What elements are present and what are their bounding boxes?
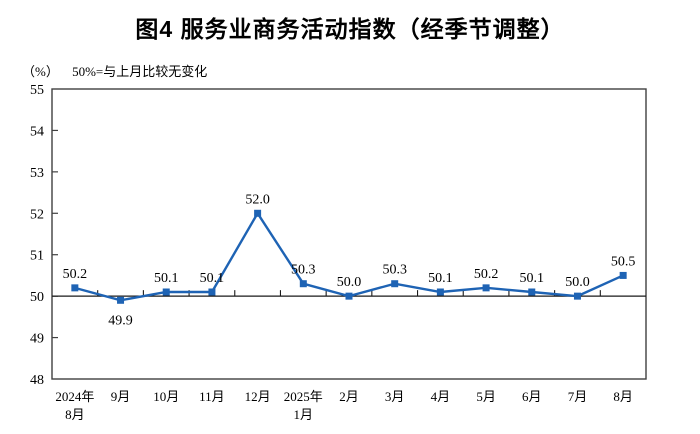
data-point-label: 50.3 <box>291 263 316 278</box>
data-point-marker <box>71 284 79 292</box>
y-tick-label: 54 <box>30 124 44 139</box>
data-point-label: 50.2 <box>474 267 499 282</box>
y-tick-label: 52 <box>30 207 44 222</box>
data-point-label: 50.1 <box>520 271 545 286</box>
data-point-label: 49.9 <box>108 313 133 328</box>
x-category-label: 4月 <box>431 389 451 404</box>
x-category-label: 2月 <box>339 389 359 404</box>
x-category-label: 12月 <box>245 389 271 404</box>
x-category-label: 8月 <box>613 389 633 404</box>
x-category-label: 6月 <box>522 389 542 404</box>
data-point-label: 50.3 <box>382 263 407 278</box>
data-point-marker <box>436 288 444 296</box>
y-tick-label: 48 <box>30 373 44 388</box>
data-point-label: 50.1 <box>154 271 179 286</box>
data-labels: 50.2 49.9 50.1 50.1 52.0 50.3 50.0 50.3 50.1 50.2… <box>63 192 636 328</box>
y-axis-unit-label: （%） <box>22 64 59 79</box>
chart-subtitle-row: （%） 50%=与上月比较无变化 <box>22 61 207 80</box>
y-tick-label: 55 <box>30 83 44 98</box>
data-point-label: 52.0 <box>245 192 270 207</box>
series-markers <box>71 209 627 304</box>
x-category-label: 3月 <box>385 389 405 404</box>
y-tick-label: 50 <box>30 290 44 305</box>
data-point-marker <box>208 288 216 296</box>
x-category-label: 2024年 <box>55 389 94 404</box>
data-point-marker <box>299 280 307 288</box>
data-point-label: 50.1 <box>428 271 453 286</box>
x-category-label: 8月 <box>65 407 85 422</box>
x-category-label: 9月 <box>111 389 131 404</box>
data-point-marker <box>482 284 490 292</box>
data-point-marker <box>528 288 536 296</box>
x-category-label: 2025年 <box>284 389 323 404</box>
chart-title: 图4 服务业商务活动指数（经季节调整） <box>135 16 565 42</box>
data-point-label: 50.1 <box>200 271 225 286</box>
y-tick-label: 51 <box>30 249 44 264</box>
x-category-label: 11月 <box>199 389 225 404</box>
x-category-label: 5月 <box>476 389 496 404</box>
y-tick-label: 53 <box>30 166 44 181</box>
data-point-marker <box>573 292 581 300</box>
data-point-marker <box>345 292 353 300</box>
x-category-label: 1月 <box>294 407 314 422</box>
plot-border <box>51 88 647 380</box>
y-axis: 48 49 50 51 52 53 54 55 <box>30 83 58 388</box>
x-category-label: 10月 <box>153 389 179 404</box>
data-point-label: 50.2 <box>63 267 88 282</box>
baseline-note: 50%=与上月比较无变化 <box>72 64 208 79</box>
data-point-marker <box>391 280 399 288</box>
data-point-label: 50.5 <box>611 254 636 269</box>
data-point-marker <box>254 209 262 217</box>
data-point-marker <box>162 288 170 296</box>
x-axis-labels: 2024年 8月 9月 10月 11月 12月 2025年 1月 2月 3月 4月 5月 6月 7月 8月 <box>55 389 633 422</box>
x-category-label: 7月 <box>568 389 588 404</box>
data-point-marker <box>117 296 125 304</box>
y-tick-label: 49 <box>30 332 44 347</box>
data-point-label: 50.0 <box>337 275 362 290</box>
data-point-label: 50.0 <box>565 275 590 290</box>
data-point-marker <box>619 271 627 279</box>
